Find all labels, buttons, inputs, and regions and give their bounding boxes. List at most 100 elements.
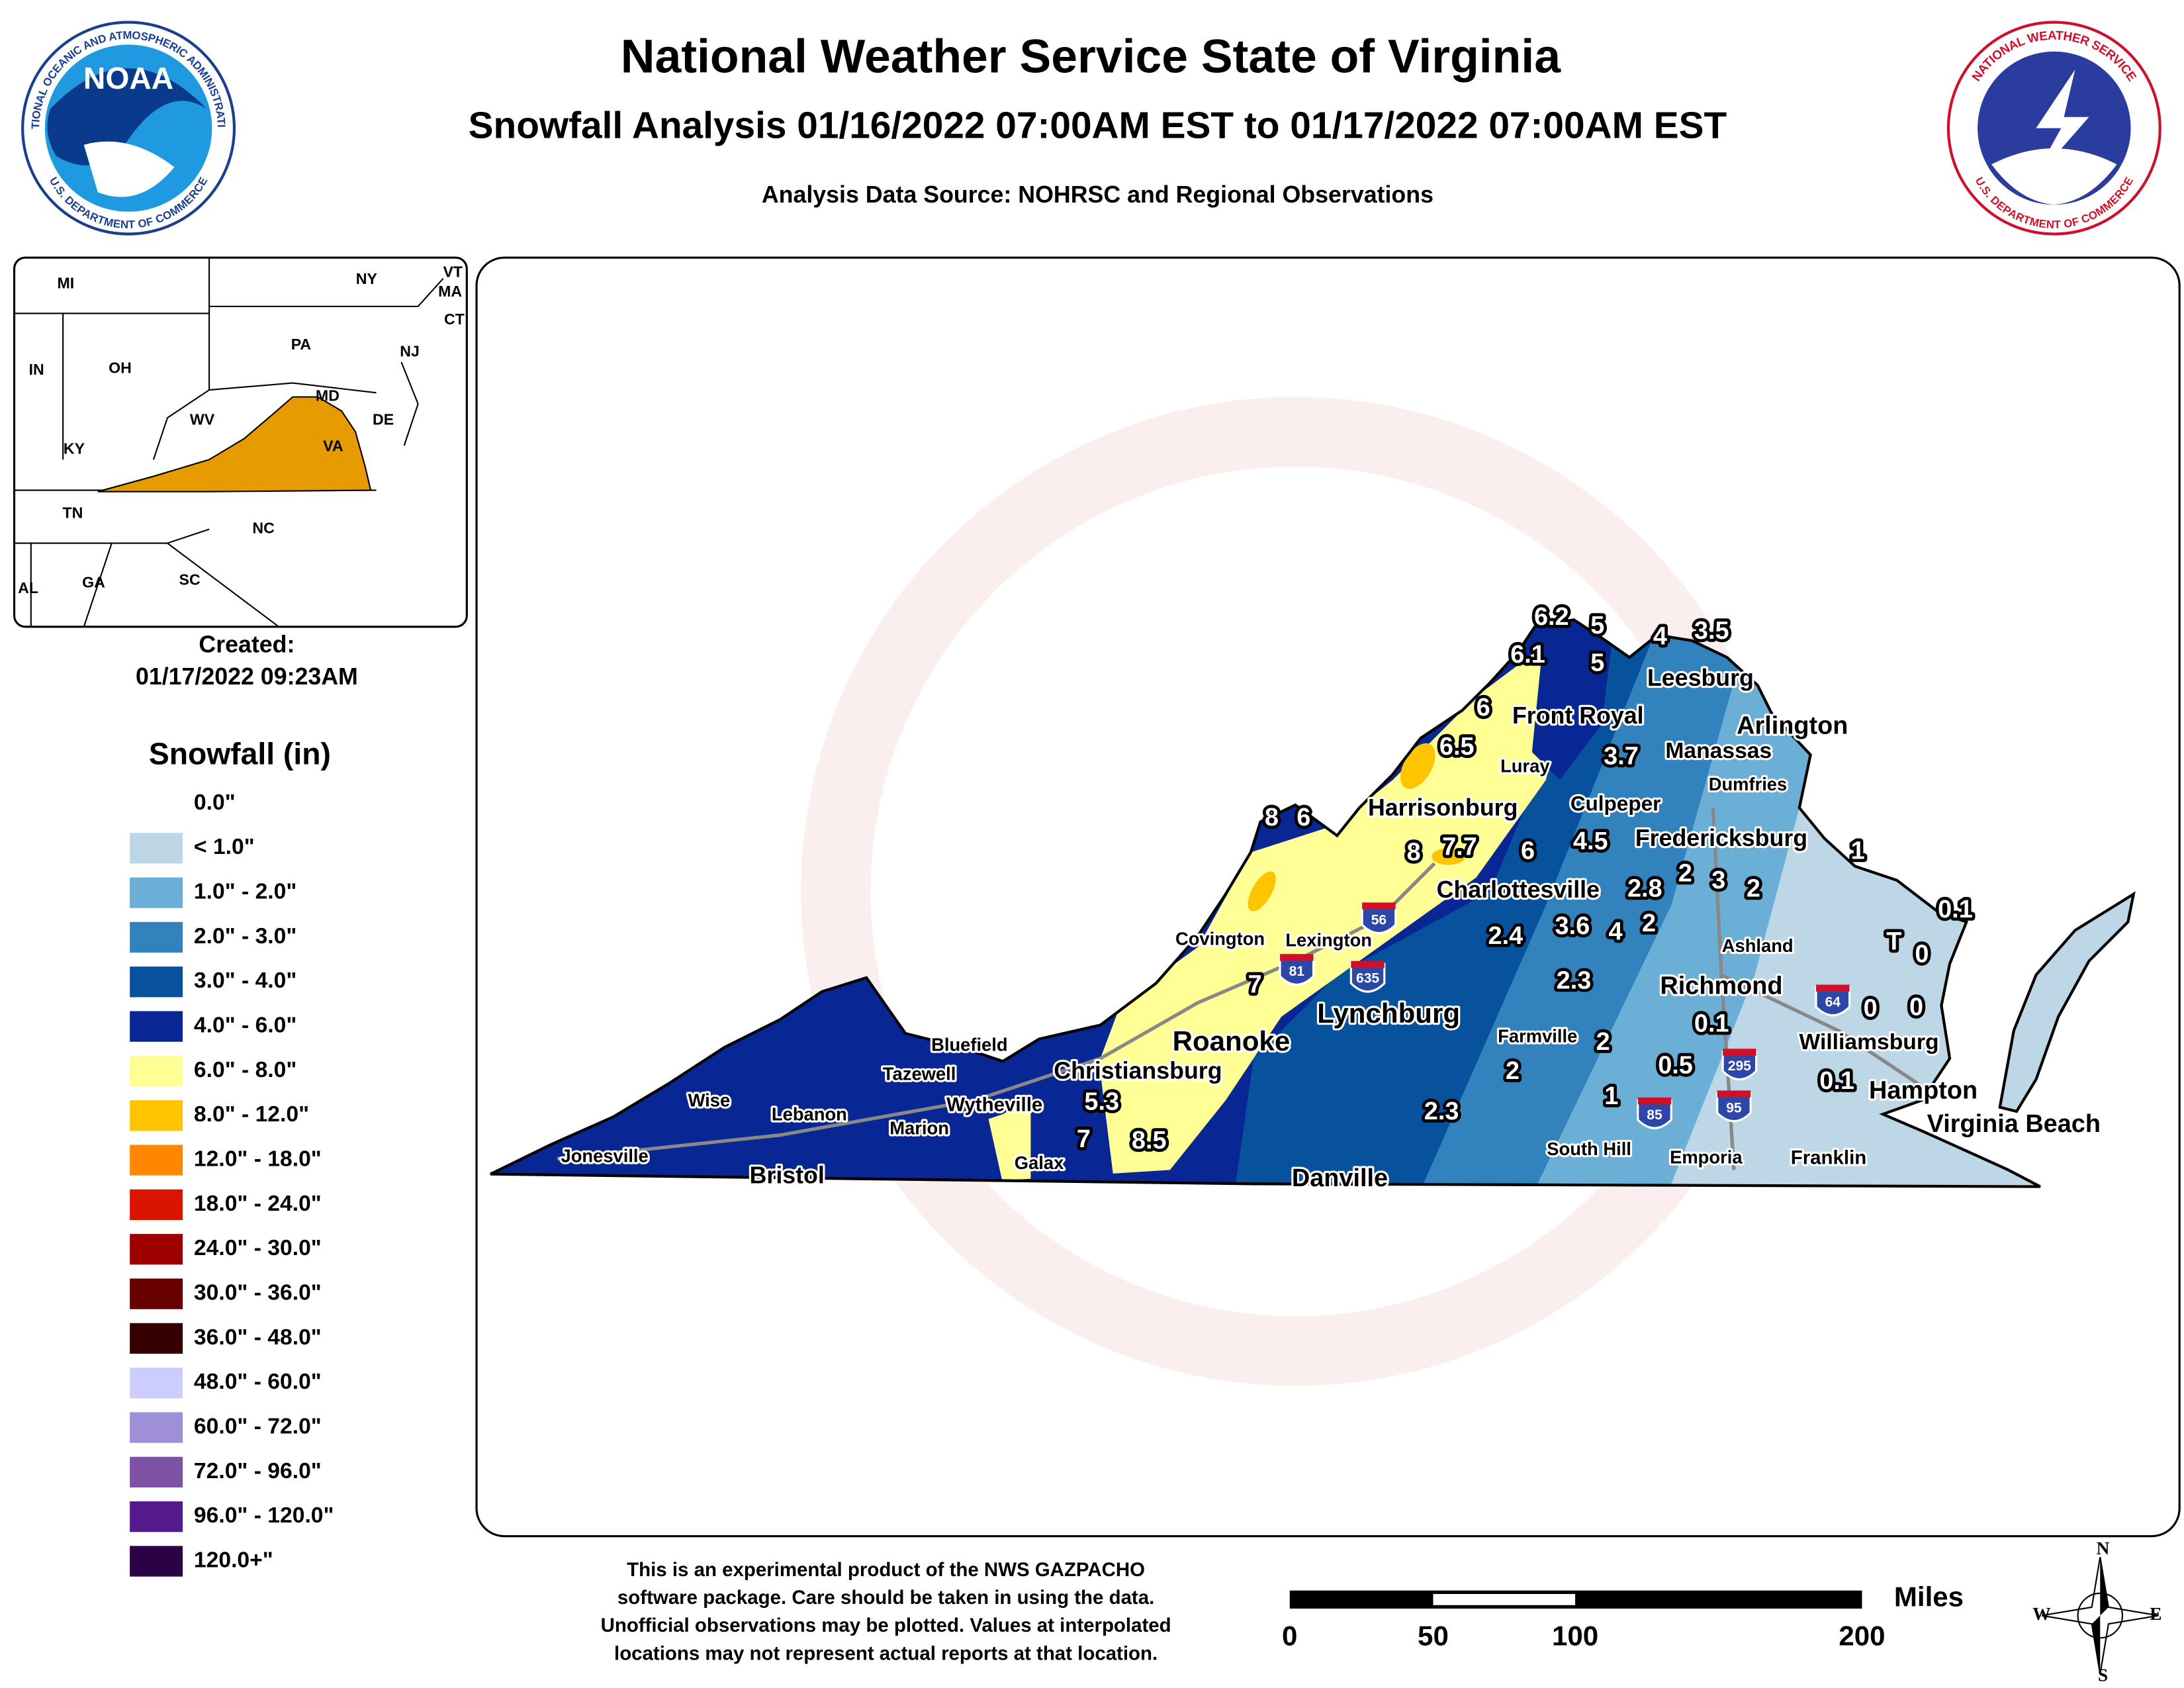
inset-label: VA (323, 437, 343, 454)
scale-unit: Miles (1894, 1581, 1964, 1612)
interstate-shield (1716, 1092, 1752, 1123)
legend-swatch (130, 966, 183, 998)
city-label: Galax (1015, 1152, 1064, 1173)
inset-label: IN (29, 361, 44, 378)
eastern-shore (1998, 891, 2136, 1113)
snowfall-zone (1030, 1072, 1115, 1184)
legend-label: 0.0" (194, 790, 236, 815)
city-label: Charlottesville (1437, 876, 1600, 903)
city-label: Lynchburg (1317, 998, 1460, 1029)
city-label: Williamsburg (1799, 1030, 1939, 1055)
compass-shade (2091, 1557, 2109, 1674)
legend-swatch (130, 1100, 183, 1131)
legend: 0.0" < 1.0" 1.0" - 2.0" 2.0" - 3.0" 3.0" - 4… (130, 790, 334, 1577)
snowfall-report: 2 (1642, 910, 1656, 937)
title: National Weather Service State of Virgin… (621, 30, 1561, 83)
legend-swatch (130, 1546, 183, 1577)
city-label: Marion (889, 1118, 949, 1139)
footer: This is an experimental product of the N… (601, 1559, 1171, 1664)
legend-swatch (130, 1234, 183, 1265)
city-label: Bristol (750, 1162, 825, 1188)
inset-label: GA (82, 574, 105, 591)
snowfall-report: 5 (1590, 612, 1604, 639)
legend-label: 24.0" - 30.0" (194, 1236, 322, 1260)
city-label: Front Royal (1512, 702, 1644, 729)
legend-swatch (130, 1011, 183, 1042)
snowfall-report: 0.1 (1819, 1067, 1854, 1095)
interstate-shield-top (1717, 1090, 1751, 1098)
snowfall-report: 2 (1506, 1057, 1520, 1085)
interstate-shield-top (1351, 961, 1385, 968)
inset-label: WV (190, 411, 215, 428)
legend-label: 36.0" - 48.0" (194, 1325, 322, 1350)
city-label: Lexington (1285, 929, 1372, 950)
snowfall-report: 1 (1851, 837, 1865, 865)
city-label: Virginia Beach (1927, 1110, 2101, 1138)
snowfall-report: 2.3 (1424, 1098, 1459, 1125)
legend-label: 60.0" - 72.0" (194, 1414, 322, 1438)
snowfall-report: 8 (1265, 804, 1279, 831)
created-timestamp: 01/17/2022 09:23AM (136, 663, 358, 690)
interstate-shield (1349, 962, 1386, 993)
city-label: Danville (1292, 1164, 1388, 1192)
subtitle: Snowfall Analysis 01/16/2022 07:00AM EST… (469, 105, 1727, 147)
snowfall-zone (1248, 871, 1276, 912)
inset-label: PA (291, 336, 312, 353)
snowfall-report: 2 (1596, 1028, 1610, 1056)
legend-swatch (130, 1368, 183, 1399)
legend-swatch (130, 1189, 183, 1221)
interstate-shield (1279, 955, 1315, 986)
compass-letter: E (2150, 1604, 2161, 1624)
city-label: South Hill (1547, 1139, 1631, 1159)
legend-label: 2.0" - 3.0" (194, 924, 296, 949)
interstate-number: 85 (1647, 1107, 1662, 1123)
scale-tick-label: 100 (1552, 1620, 1598, 1651)
snowfall-report: 7 (1248, 971, 1262, 999)
legend-label: 1.0" - 2.0" (194, 880, 296, 904)
compass-letter: W (2032, 1604, 2050, 1624)
legend-label: 30.0" - 36.0" (194, 1280, 322, 1305)
inset-label: KY (64, 440, 85, 457)
snowfall-report: 6.5 (1439, 733, 1475, 761)
snowfall-report: 4 (1609, 918, 1623, 946)
inset-label: OH (109, 359, 132, 377)
legend-swatch (130, 877, 183, 908)
logo-cloud (1991, 148, 2117, 205)
city-label: Jonesville (561, 1146, 648, 1166)
city-label: Franklin (1791, 1147, 1867, 1168)
city-label: Roanoke (1173, 1025, 1291, 1056)
scale-bar: 0 50 100 200 Miles (1282, 1581, 1964, 1651)
city-label: Wise (688, 1090, 731, 1110)
legend-label: 6.0" - 8.0" (194, 1058, 296, 1082)
city-label: Bluefield (931, 1034, 1007, 1055)
legend-swatch (130, 833, 183, 864)
city-label: Lebanon (772, 1103, 847, 1124)
logo-wing (47, 68, 206, 165)
interstate-shield (1815, 986, 1851, 1017)
legend-label: 72.0" - 96.0" (194, 1459, 322, 1483)
legend-label: 96.0" - 120.0" (194, 1503, 334, 1528)
snowfall-report: 7.7 (1442, 833, 1477, 861)
inset-label: DE (373, 411, 394, 428)
scale-tick-label: 0 (1282, 1620, 1297, 1651)
snowfall-report: 6.2 (1534, 603, 1569, 631)
interstate-number: 295 (1728, 1058, 1751, 1074)
inset-label: VT (443, 263, 463, 280)
legend-label: 120.0+" (194, 1548, 273, 1572)
legend-label: 18.0" - 24.0" (194, 1192, 322, 1216)
source: Analysis Data Source: NOHRSC and Regiona… (762, 181, 1433, 208)
snowfall-report: 8 (1406, 839, 1420, 867)
legend-swatch (130, 921, 183, 953)
compass-letter: N (2097, 1538, 2110, 1558)
legend-label: 12.0" - 18.0" (194, 1147, 322, 1171)
interstate-shield-top (1816, 984, 1850, 992)
snowfall-report: 2.8 (1627, 874, 1662, 902)
legend-label: < 1.0" (194, 835, 255, 859)
logo-bolt (2030, 70, 2089, 184)
snowfall-zone (1531, 620, 1616, 780)
snowfall-report: 3.7 (1604, 743, 1639, 771)
legend-swatch (130, 1501, 183, 1532)
legend-swatch (130, 1055, 183, 1087)
inset-borders (14, 258, 444, 628)
